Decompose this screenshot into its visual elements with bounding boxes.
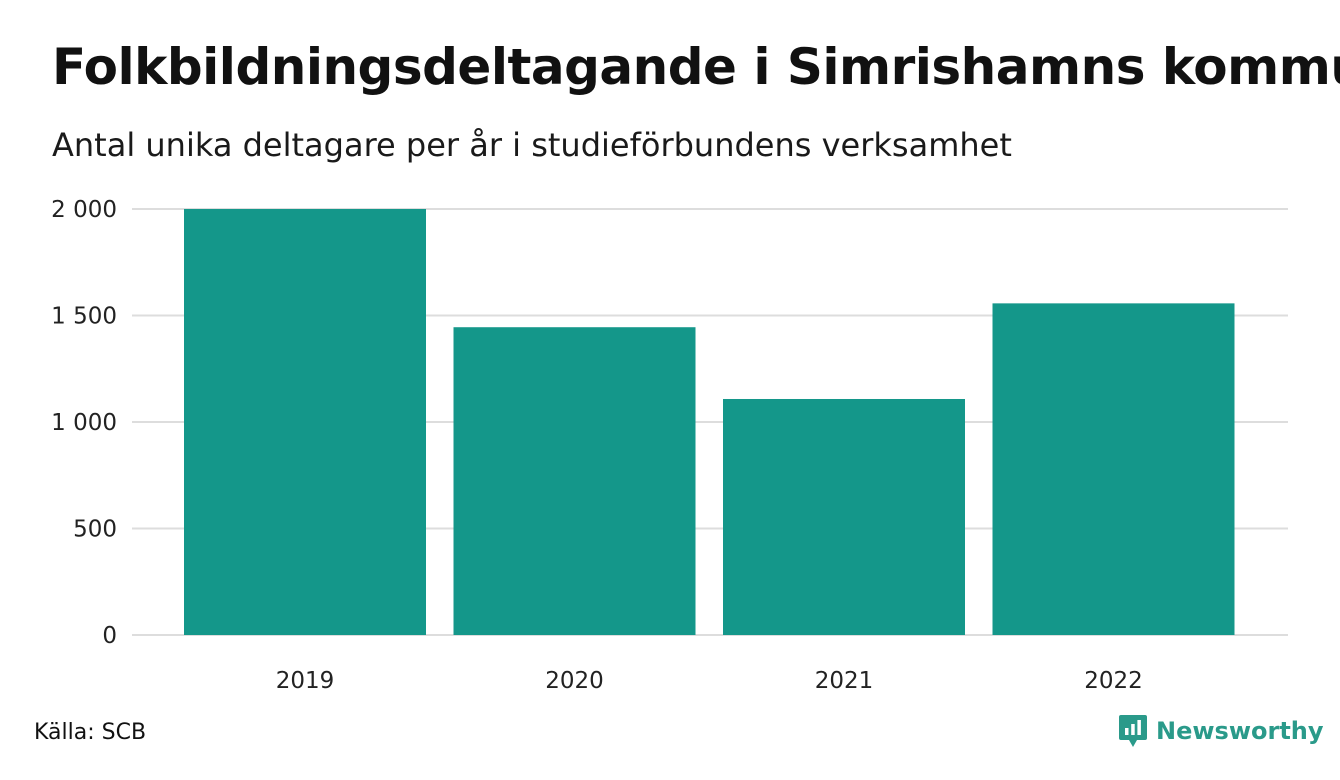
y-tick-label: 1 000 — [51, 410, 117, 436]
x-tick-label: 2020 — [545, 668, 604, 694]
bars — [184, 209, 1235, 635]
x-tick-label: 2022 — [1084, 668, 1143, 694]
bar-2021 — [723, 398, 965, 635]
y-axis-ticks: 0 500 1 000 1 500 2 000 — [51, 197, 117, 649]
y-tick-label: 500 — [73, 517, 117, 543]
x-tick-label: 2021 — [815, 668, 874, 694]
y-tick-label: 1 500 — [51, 304, 117, 330]
brand-name: Newsworthy — [1156, 717, 1324, 745]
x-tick-label: 2019 — [276, 668, 335, 694]
source-note: Källa: SCB — [34, 720, 147, 745]
brand-logo: Newsworthy — [1118, 714, 1324, 748]
newsworthy-logo-icon — [1119, 715, 1147, 747]
x-axis-ticks: 2019 2020 2021 2022 — [276, 668, 1143, 694]
y-tick-label: 2 000 — [51, 197, 117, 223]
bar-2019 — [184, 209, 426, 635]
chart-subtitle: Antal unika deltagare per år i studieför… — [52, 126, 1012, 164]
bar-2022 — [992, 303, 1235, 635]
bar-2020 — [453, 327, 696, 635]
y-tick-label: 0 — [102, 623, 117, 649]
chart-title: Folkbildningsdeltagande i Simrishamns ko… — [52, 38, 1340, 96]
